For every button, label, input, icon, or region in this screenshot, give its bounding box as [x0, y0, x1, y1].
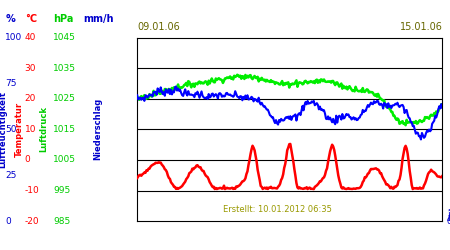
Text: °C: °C: [25, 14, 37, 24]
Text: Temperatur: Temperatur: [14, 102, 23, 157]
Text: 995: 995: [53, 186, 70, 195]
Text: -10: -10: [25, 186, 40, 195]
Text: 100: 100: [5, 33, 22, 42]
Text: 4: 4: [447, 216, 450, 224]
Text: 12: 12: [447, 213, 450, 222]
Text: 1015: 1015: [53, 125, 76, 134]
Text: 10: 10: [25, 125, 36, 134]
Text: 09.01.06: 09.01.06: [137, 22, 180, 32]
Text: 30: 30: [25, 64, 36, 72]
Text: 50: 50: [5, 125, 17, 134]
Text: 20: 20: [447, 210, 450, 219]
Text: 15.01.06: 15.01.06: [400, 22, 442, 32]
Text: Niederschlag: Niederschlag: [94, 98, 103, 160]
Text: 0: 0: [5, 217, 11, 226]
Text: mm/h: mm/h: [83, 14, 114, 24]
Text: 16: 16: [447, 212, 450, 221]
Text: 1035: 1035: [53, 64, 76, 72]
Text: %: %: [5, 14, 15, 24]
Text: Luftdruck: Luftdruck: [40, 106, 49, 152]
Text: 75: 75: [5, 79, 17, 88]
Text: 8: 8: [447, 214, 450, 223]
Text: 24: 24: [447, 209, 450, 218]
Text: 20: 20: [25, 94, 36, 103]
Text: 1005: 1005: [53, 156, 76, 164]
Text: -20: -20: [25, 217, 40, 226]
Text: hPa: hPa: [53, 14, 73, 24]
Text: 40: 40: [25, 33, 36, 42]
Text: 985: 985: [53, 217, 70, 226]
Text: Erstellt: 10.01.2012 06:35: Erstellt: 10.01.2012 06:35: [223, 205, 332, 214]
Text: 0: 0: [25, 156, 31, 164]
Text: 1045: 1045: [53, 33, 76, 42]
Text: 25: 25: [5, 171, 17, 180]
Text: Luftfeuchtigkeit: Luftfeuchtigkeit: [0, 91, 7, 168]
Text: 1025: 1025: [53, 94, 76, 103]
Text: 0: 0: [447, 217, 450, 226]
